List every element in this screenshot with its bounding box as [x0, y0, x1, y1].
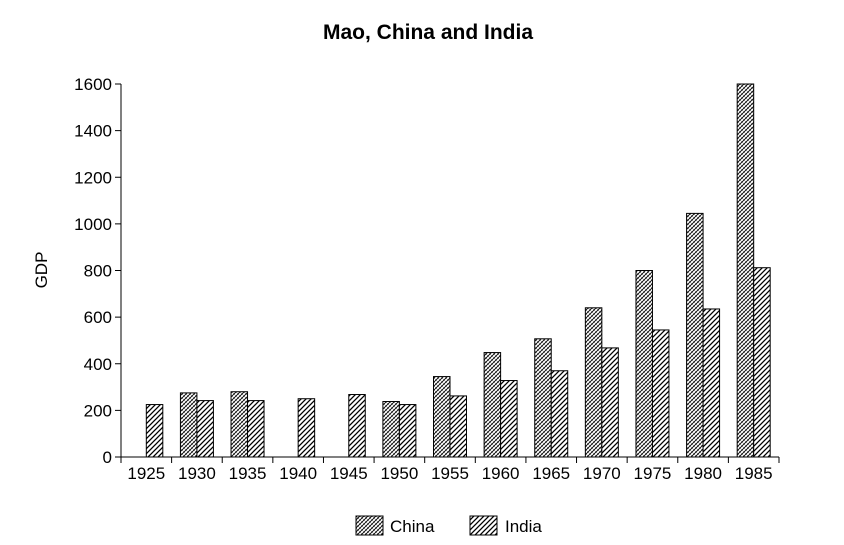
bar-india-1980: [702, 308, 721, 458]
y-tick-label: 400: [84, 355, 112, 374]
x-tick-label: 1955: [431, 464, 469, 483]
x-tick-label: 1960: [482, 464, 520, 483]
bar-india-1965: [550, 370, 569, 458]
bar-china-1970: [584, 307, 603, 458]
y-axis-label: GDP: [32, 252, 51, 289]
bar-china-1930: [179, 392, 198, 458]
bar-india-1950: [398, 404, 417, 458]
legend-swatch-china: [355, 515, 384, 536]
bar-india-1935: [247, 400, 265, 458]
y-tick-label: 0: [103, 448, 112, 467]
y-tick-label: 1400: [74, 122, 112, 141]
bar-china-1985: [736, 83, 755, 458]
legend-swatch-india: [469, 515, 498, 536]
x-tick-label: 1980: [684, 464, 722, 483]
bar-china-1935: [230, 391, 249, 458]
x-tick-label: 1975: [634, 464, 672, 483]
y-tick-label: 200: [84, 401, 112, 420]
x-tick-label: 1925: [127, 464, 165, 483]
x-tick-label: 1930: [178, 464, 216, 483]
x-tick-label: 1945: [330, 464, 368, 483]
y-tick-label: 1200: [74, 168, 112, 187]
chart-title: Mao, China and India: [323, 21, 533, 44]
bar-india-1955: [449, 395, 467, 458]
x-tick-label: 1965: [532, 464, 570, 483]
x-tick-label: 1985: [735, 464, 773, 483]
bar-india-1925: [145, 404, 164, 458]
bar-india-1930: [196, 400, 214, 458]
x-tick-label: 1935: [229, 464, 267, 483]
bar-india-1940: [297, 398, 316, 458]
y-tick-label: 1000: [74, 215, 112, 234]
y-tick-label: 800: [84, 262, 112, 281]
bar-india-1975: [651, 329, 670, 458]
legend-label-china: China: [390, 517, 435, 536]
bar-china-1965: [534, 338, 552, 458]
bars: [145, 83, 771, 458]
y-tick-label: 600: [84, 308, 112, 327]
bar-china-1955: [433, 376, 451, 458]
bar-india-1960: [500, 380, 518, 458]
bar-india-1945: [348, 394, 366, 458]
bar-india-1970: [601, 347, 619, 458]
legend-label-india: India: [505, 517, 542, 536]
bar-china-1960: [483, 352, 502, 458]
x-tick-label: 1950: [380, 464, 418, 483]
x-tick-label: 1970: [583, 464, 621, 483]
bar-india-1985: [753, 267, 771, 458]
y-axis: 0 200 400 600 800 1000 1200 1400 1600: [74, 75, 122, 467]
legend: China India: [355, 515, 542, 536]
bar-china-1950: [382, 401, 400, 458]
y-tick-label: 1600: [74, 75, 112, 94]
bar-china-1975: [635, 270, 653, 458]
x-tick-label: 1940: [279, 464, 317, 483]
x-axis: 1925 1930 1935 1940 1945 1950 1955 1960 1965 1970…: [120, 456, 780, 483]
bar-china-1980: [686, 212, 704, 458]
